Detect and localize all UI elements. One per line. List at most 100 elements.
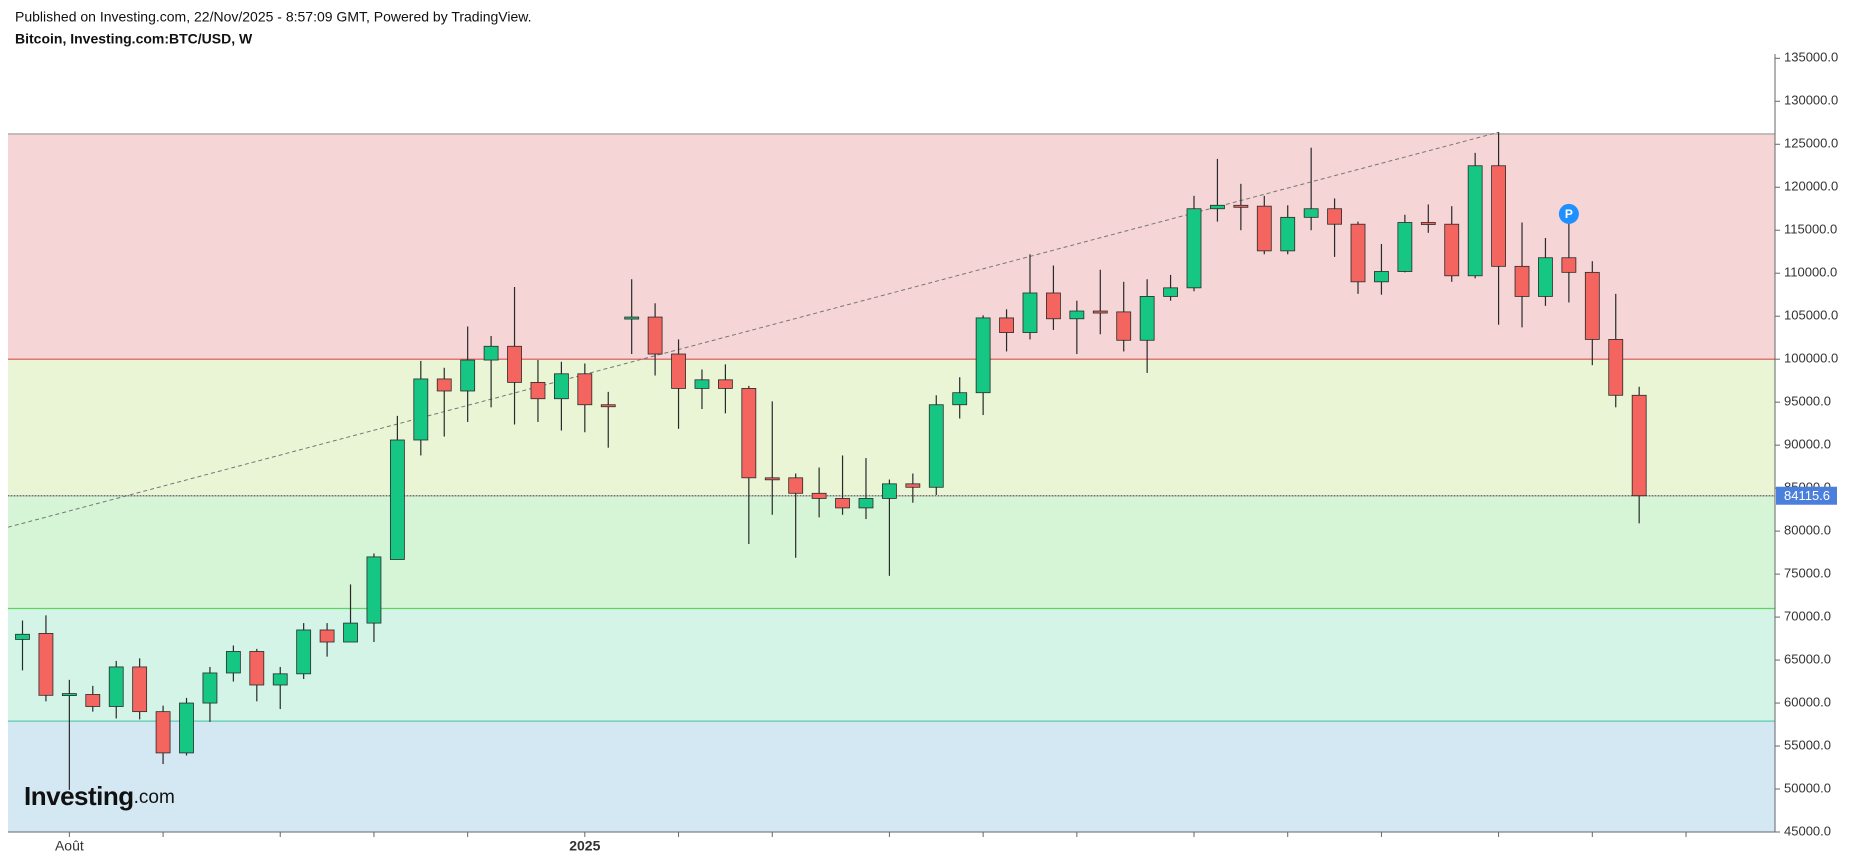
candle-body <box>38 633 54 696</box>
candle-body <box>858 498 874 509</box>
y-tick-label: 50000.0 <box>1784 780 1831 795</box>
y-tick-label: 130000.0 <box>1784 93 1838 108</box>
symbol-title: Bitcoin, Investing.com:BTC/USD, W <box>15 31 253 47</box>
candle-body <box>1233 204 1249 208</box>
y-tick-label: 55000.0 <box>1784 737 1831 752</box>
candle-body <box>202 672 218 704</box>
y-tick-label: 45000.0 <box>1784 823 1831 838</box>
candle-body <box>764 477 780 481</box>
logo: Investing.com <box>24 781 175 811</box>
candle-body <box>835 498 850 509</box>
candle-body <box>155 711 171 754</box>
candle-body <box>1374 271 1389 283</box>
logo-suffix: .com <box>134 787 175 808</box>
candle-body <box>1139 296 1155 341</box>
candle-body <box>319 629 335 643</box>
zone <box>8 495 1775 609</box>
y-tick-label: 115000.0 <box>1784 222 1837 237</box>
zone <box>8 359 1775 496</box>
y-tick-label: 135000.0 <box>1784 50 1838 65</box>
candle-body <box>436 378 452 392</box>
candle-body <box>507 345 522 383</box>
candle-body <box>1608 339 1624 396</box>
candle-body <box>600 404 616 408</box>
candle-body <box>1280 216 1296 252</box>
y-tick-label: 60000.0 <box>1784 694 1831 709</box>
candle-body <box>1256 205 1272 252</box>
y-tick-label: 100000.0 <box>1784 351 1838 366</box>
candle-body <box>905 483 921 488</box>
candle-body <box>366 556 382 624</box>
candle-body <box>225 651 241 674</box>
candle-body <box>811 492 827 499</box>
candle-body <box>1631 394 1647 497</box>
candle-body <box>741 388 757 479</box>
candle-body <box>1186 208 1202 289</box>
candle-body <box>85 694 101 707</box>
candle-body <box>1069 310 1085 320</box>
candle-body <box>882 483 897 499</box>
candle-body <box>952 392 968 406</box>
annotation-marker <box>1558 203 1579 224</box>
candle-body <box>179 702 194 754</box>
y-tick-label: 110000.0 <box>1784 265 1837 280</box>
candle-body <box>1561 257 1577 273</box>
candle-body <box>975 317 991 394</box>
y-tick-label: 90000.0 <box>1784 437 1831 452</box>
candle-body <box>694 379 710 389</box>
candle-body <box>1491 165 1506 267</box>
candle-body <box>577 373 593 406</box>
zone <box>8 608 1775 722</box>
candle-body <box>1210 204 1225 210</box>
candle-body <box>788 477 804 494</box>
zone <box>8 133 1775 360</box>
candle-body <box>1584 271 1600 340</box>
candle-body <box>1514 265 1530 297</box>
last-price-label: 84115.6 <box>1784 488 1830 503</box>
candle-body <box>413 378 429 441</box>
candle-body <box>1327 208 1342 225</box>
candle-body <box>15 633 30 640</box>
candle-body <box>1163 287 1178 297</box>
candle-body <box>530 381 546 400</box>
candle-body <box>1444 223 1460 277</box>
candle-body <box>1022 292 1038 333</box>
candle-body <box>1046 292 1061 320</box>
candle-body <box>1303 208 1319 218</box>
annotation-label: P <box>1565 207 1573 221</box>
y-tick-label: 80000.0 <box>1784 523 1831 538</box>
y-tick-label: 95000.0 <box>1784 394 1831 409</box>
y-tick-label: 65000.0 <box>1784 652 1831 667</box>
candle-body <box>61 693 77 696</box>
candle-body <box>249 651 265 686</box>
y-tick-label: 105000.0 <box>1784 308 1838 323</box>
candle-body <box>718 379 733 389</box>
candle-body <box>132 666 148 713</box>
candle-body <box>671 353 686 389</box>
candle-body <box>928 404 944 488</box>
candle-body <box>343 622 358 643</box>
x-tick-label: 2025 <box>569 838 600 854</box>
trendline <box>7 131 1499 528</box>
candle-body <box>389 439 405 560</box>
logo-name: Investing <box>24 781 134 811</box>
candle-body <box>296 629 312 675</box>
zone <box>8 721 1775 832</box>
candle-body <box>1467 165 1483 277</box>
candle-body <box>1397 222 1413 272</box>
candle-body <box>483 345 499 361</box>
candle-body <box>999 317 1014 333</box>
candle-body <box>553 373 569 400</box>
candle-body <box>1116 311 1132 341</box>
y-tick-label: 70000.0 <box>1784 609 1831 624</box>
last-price-box <box>1776 486 1837 505</box>
x-tick-label: Août <box>55 838 84 854</box>
published-note: Published on Investing.com, 22/Nov/2025 … <box>15 9 531 25</box>
candle-body <box>1538 257 1553 297</box>
candle-body <box>272 673 288 686</box>
candle-body <box>108 666 124 707</box>
candle-body <box>1092 310 1108 314</box>
candle-body <box>1420 222 1436 225</box>
candle-body <box>1350 223 1366 283</box>
